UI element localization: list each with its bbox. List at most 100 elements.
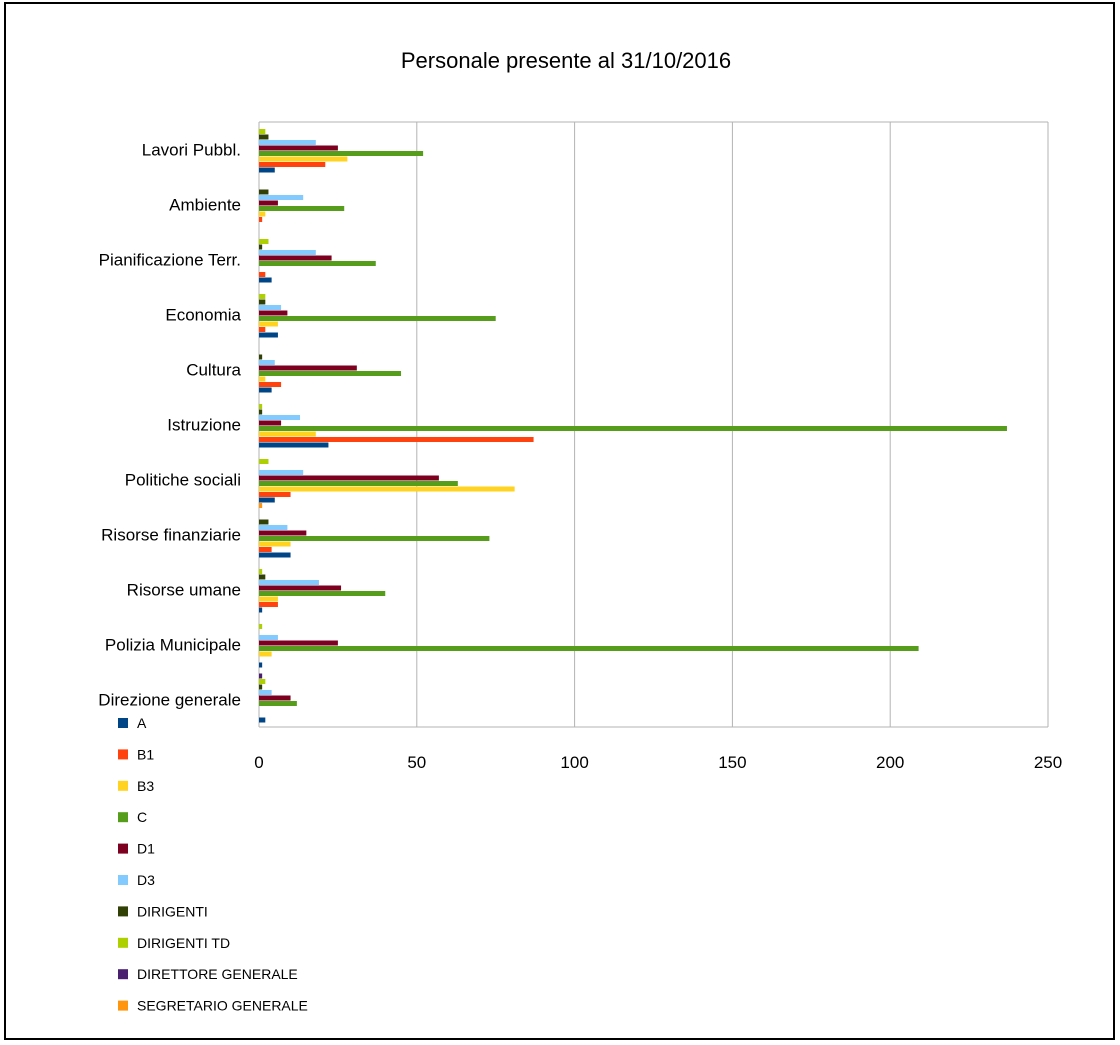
- bar-d1-3: [259, 531, 306, 536]
- bar-d1-5: [259, 421, 281, 426]
- legend-swatch-direttore-generale: [118, 969, 128, 979]
- legend-swatch-dirigenti: [118, 906, 128, 916]
- bar-a-7: [259, 333, 278, 338]
- bar-d1-9: [259, 201, 278, 206]
- bar-b1-3: [259, 547, 272, 552]
- bar-d3-2: [259, 580, 319, 585]
- bar-a-2: [259, 608, 262, 613]
- x-tick-label: 0: [254, 753, 263, 772]
- legend-label: D1: [137, 841, 155, 857]
- bar-d3-5: [259, 415, 300, 420]
- bar-d3-10: [259, 140, 316, 145]
- bar-d3-8: [259, 250, 316, 255]
- legend-swatch-d1: [118, 844, 128, 854]
- bar-direttore-generale-0: [259, 674, 262, 679]
- bar-d1-7: [259, 311, 287, 316]
- bar-b1-8: [259, 272, 265, 277]
- x-tick-label: 50: [407, 753, 426, 772]
- category-label: Risorse umane: [127, 581, 241, 600]
- legend-label: SEGRETARIO GENERALE: [137, 998, 308, 1014]
- bar-dirigenti-td-1: [259, 624, 262, 629]
- bar-dirigenti-td-4: [259, 459, 268, 464]
- bar-d3-6: [259, 360, 275, 365]
- bar-d3-7: [259, 305, 281, 310]
- bar-c-8: [259, 261, 376, 266]
- legend-label: DIRIGENTI: [137, 903, 208, 919]
- bar-dirigenti-6: [259, 355, 262, 360]
- bar-dirigenti-7: [259, 300, 265, 305]
- legend-label: D3: [137, 872, 155, 888]
- x-axis-ticks: 0 50 100 150 200 250: [254, 753, 1062, 772]
- bar-a-4: [259, 498, 275, 503]
- bar-d3-9: [259, 195, 303, 200]
- x-tick-label: 200: [876, 753, 904, 772]
- bar-dirigenti-td-0: [259, 679, 265, 684]
- bar-d1-0: [259, 696, 291, 701]
- category-label: Polizia Municipale: [105, 636, 241, 655]
- bar-c-3: [259, 536, 489, 541]
- bar-d3-3: [259, 525, 287, 530]
- bar-a-5: [259, 443, 328, 448]
- bar-a-0: [259, 718, 265, 723]
- category-label: Ambiente: [169, 196, 241, 215]
- category-label: Economia: [165, 306, 241, 325]
- legend-swatch-d3: [118, 875, 128, 885]
- chart-title: Personale presente al 31/10/2016: [401, 48, 731, 73]
- category-labels: Direzione generale Polizia Municipale Riso…: [98, 141, 241, 710]
- bar-b3-2: [259, 597, 278, 602]
- x-tick-label: 250: [1034, 753, 1062, 772]
- bar-c-4: [259, 481, 458, 486]
- bar-dirigenti-8: [259, 245, 262, 250]
- legend-swatch-a: [118, 718, 128, 728]
- bar-d1-4: [259, 476, 439, 481]
- bar-dirigenti-5: [259, 410, 262, 415]
- legend-label: DIRETTORE GENERALE: [137, 966, 298, 982]
- legend-label: B1: [137, 746, 154, 762]
- bar-d3-4: [259, 470, 303, 475]
- bar-a-6: [259, 388, 272, 393]
- bar-b1-4: [259, 492, 291, 497]
- bar-c-2: [259, 591, 385, 596]
- bar-b1-5: [259, 437, 534, 442]
- legend-swatch-b1: [118, 749, 128, 759]
- bar-c-1: [259, 646, 919, 651]
- bar-segretario-generale-3: [259, 503, 262, 508]
- bar-b1-9: [259, 217, 262, 222]
- bar-c-5: [259, 426, 1007, 431]
- bar-d3-1: [259, 635, 278, 640]
- bar-b3-7: [259, 322, 278, 327]
- bar-a-10: [259, 168, 275, 173]
- legend: A B1 B3 C D1 D3 DIRIGENTI DIRIGENTI TD DIRETTORE…: [118, 715, 308, 1014]
- bar-dirigenti-3: [259, 520, 268, 525]
- bar-d1-2: [259, 586, 341, 591]
- category-label: Direzione generale: [98, 691, 241, 710]
- category-label: Risorse finanziarie: [101, 526, 241, 545]
- bar-b3-1: [259, 652, 272, 657]
- gridlines: [259, 122, 1048, 727]
- legend-swatch-b3: [118, 781, 128, 791]
- legend-swatch-segretario-generale: [118, 1001, 128, 1011]
- legend-swatch-dirigenti-td: [118, 938, 128, 948]
- bar-c-9: [259, 206, 344, 211]
- bar-c-10: [259, 151, 423, 156]
- bar-dirigenti-td-10: [259, 129, 265, 134]
- bar-b3-4: [259, 487, 515, 492]
- bar-a-1: [259, 663, 262, 668]
- legend-label: C: [137, 809, 147, 825]
- bar-dirigenti-9: [259, 190, 268, 195]
- bar-dirigenti-td-7: [259, 294, 265, 299]
- bar-dirigenti-td-5: [259, 404, 262, 409]
- category-label: Cultura: [186, 361, 241, 380]
- bars: [259, 129, 1007, 723]
- bar-d1-1: [259, 641, 338, 646]
- legend-swatch-c: [118, 812, 128, 822]
- bar-d1-10: [259, 146, 338, 151]
- bar-dirigenti-td-8: [259, 239, 268, 244]
- x-tick-label: 150: [718, 753, 746, 772]
- bar-b1-7: [259, 327, 265, 332]
- bar-b3-5: [259, 432, 316, 437]
- legend-label: B3: [137, 778, 154, 794]
- category-label: Pianificazione Terr.: [99, 251, 241, 270]
- category-label: Politiche sociali: [125, 471, 241, 490]
